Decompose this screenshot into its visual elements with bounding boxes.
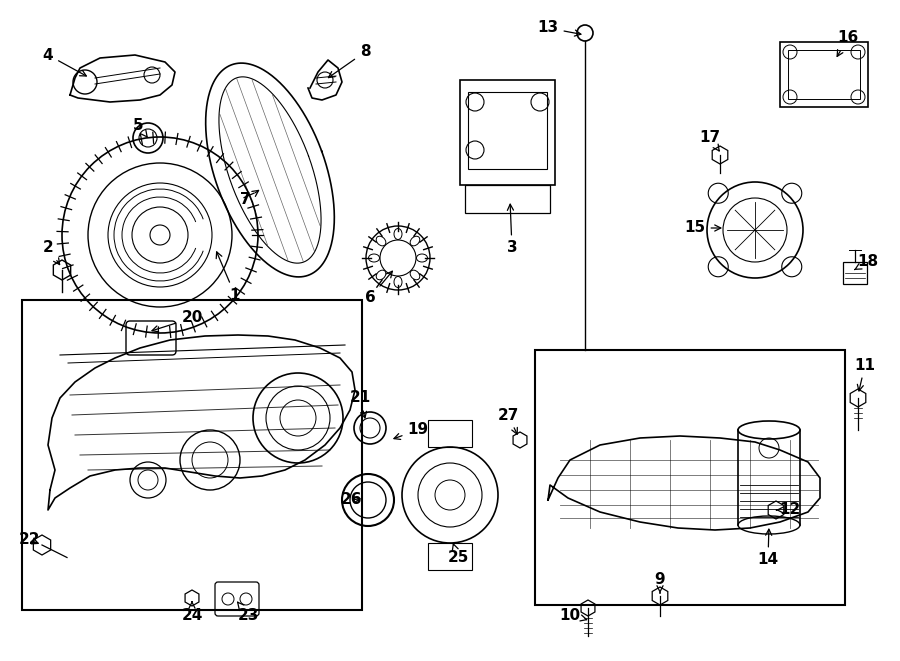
Text: 11: 11 (854, 358, 876, 391)
Text: 12: 12 (777, 502, 801, 518)
Text: 15: 15 (684, 221, 721, 235)
Text: 2: 2 (42, 241, 59, 264)
Text: 9: 9 (654, 572, 665, 593)
Bar (428, 420, 472, 447)
Bar (468, 92, 547, 169)
Text: 23: 23 (238, 602, 258, 623)
Text: 3: 3 (507, 204, 517, 256)
Text: 7: 7 (239, 190, 258, 208)
Text: 16: 16 (837, 30, 859, 56)
Bar (535, 350, 845, 605)
Bar (780, 42, 868, 107)
Text: 10: 10 (560, 607, 587, 623)
Text: 24: 24 (181, 602, 202, 623)
Text: 1: 1 (216, 252, 240, 303)
Bar (788, 50, 860, 99)
Text: 20: 20 (152, 311, 202, 332)
Bar (22, 300, 362, 610)
Bar (428, 543, 472, 570)
Text: 21: 21 (349, 391, 371, 418)
Text: 13: 13 (537, 20, 580, 36)
Bar (460, 80, 555, 185)
Text: 6: 6 (364, 271, 392, 305)
Text: 8: 8 (328, 44, 370, 77)
Text: 14: 14 (758, 529, 778, 568)
Bar (465, 185, 550, 213)
Text: 5: 5 (132, 118, 148, 137)
Text: 25: 25 (447, 544, 469, 566)
Text: 4: 4 (42, 48, 86, 76)
Text: 26: 26 (341, 492, 363, 508)
Text: 22: 22 (19, 533, 40, 547)
Bar (843, 262, 867, 284)
Text: 27: 27 (498, 407, 518, 434)
Text: 19: 19 (394, 422, 428, 440)
Text: 18: 18 (855, 254, 878, 270)
Text: 17: 17 (699, 130, 721, 151)
